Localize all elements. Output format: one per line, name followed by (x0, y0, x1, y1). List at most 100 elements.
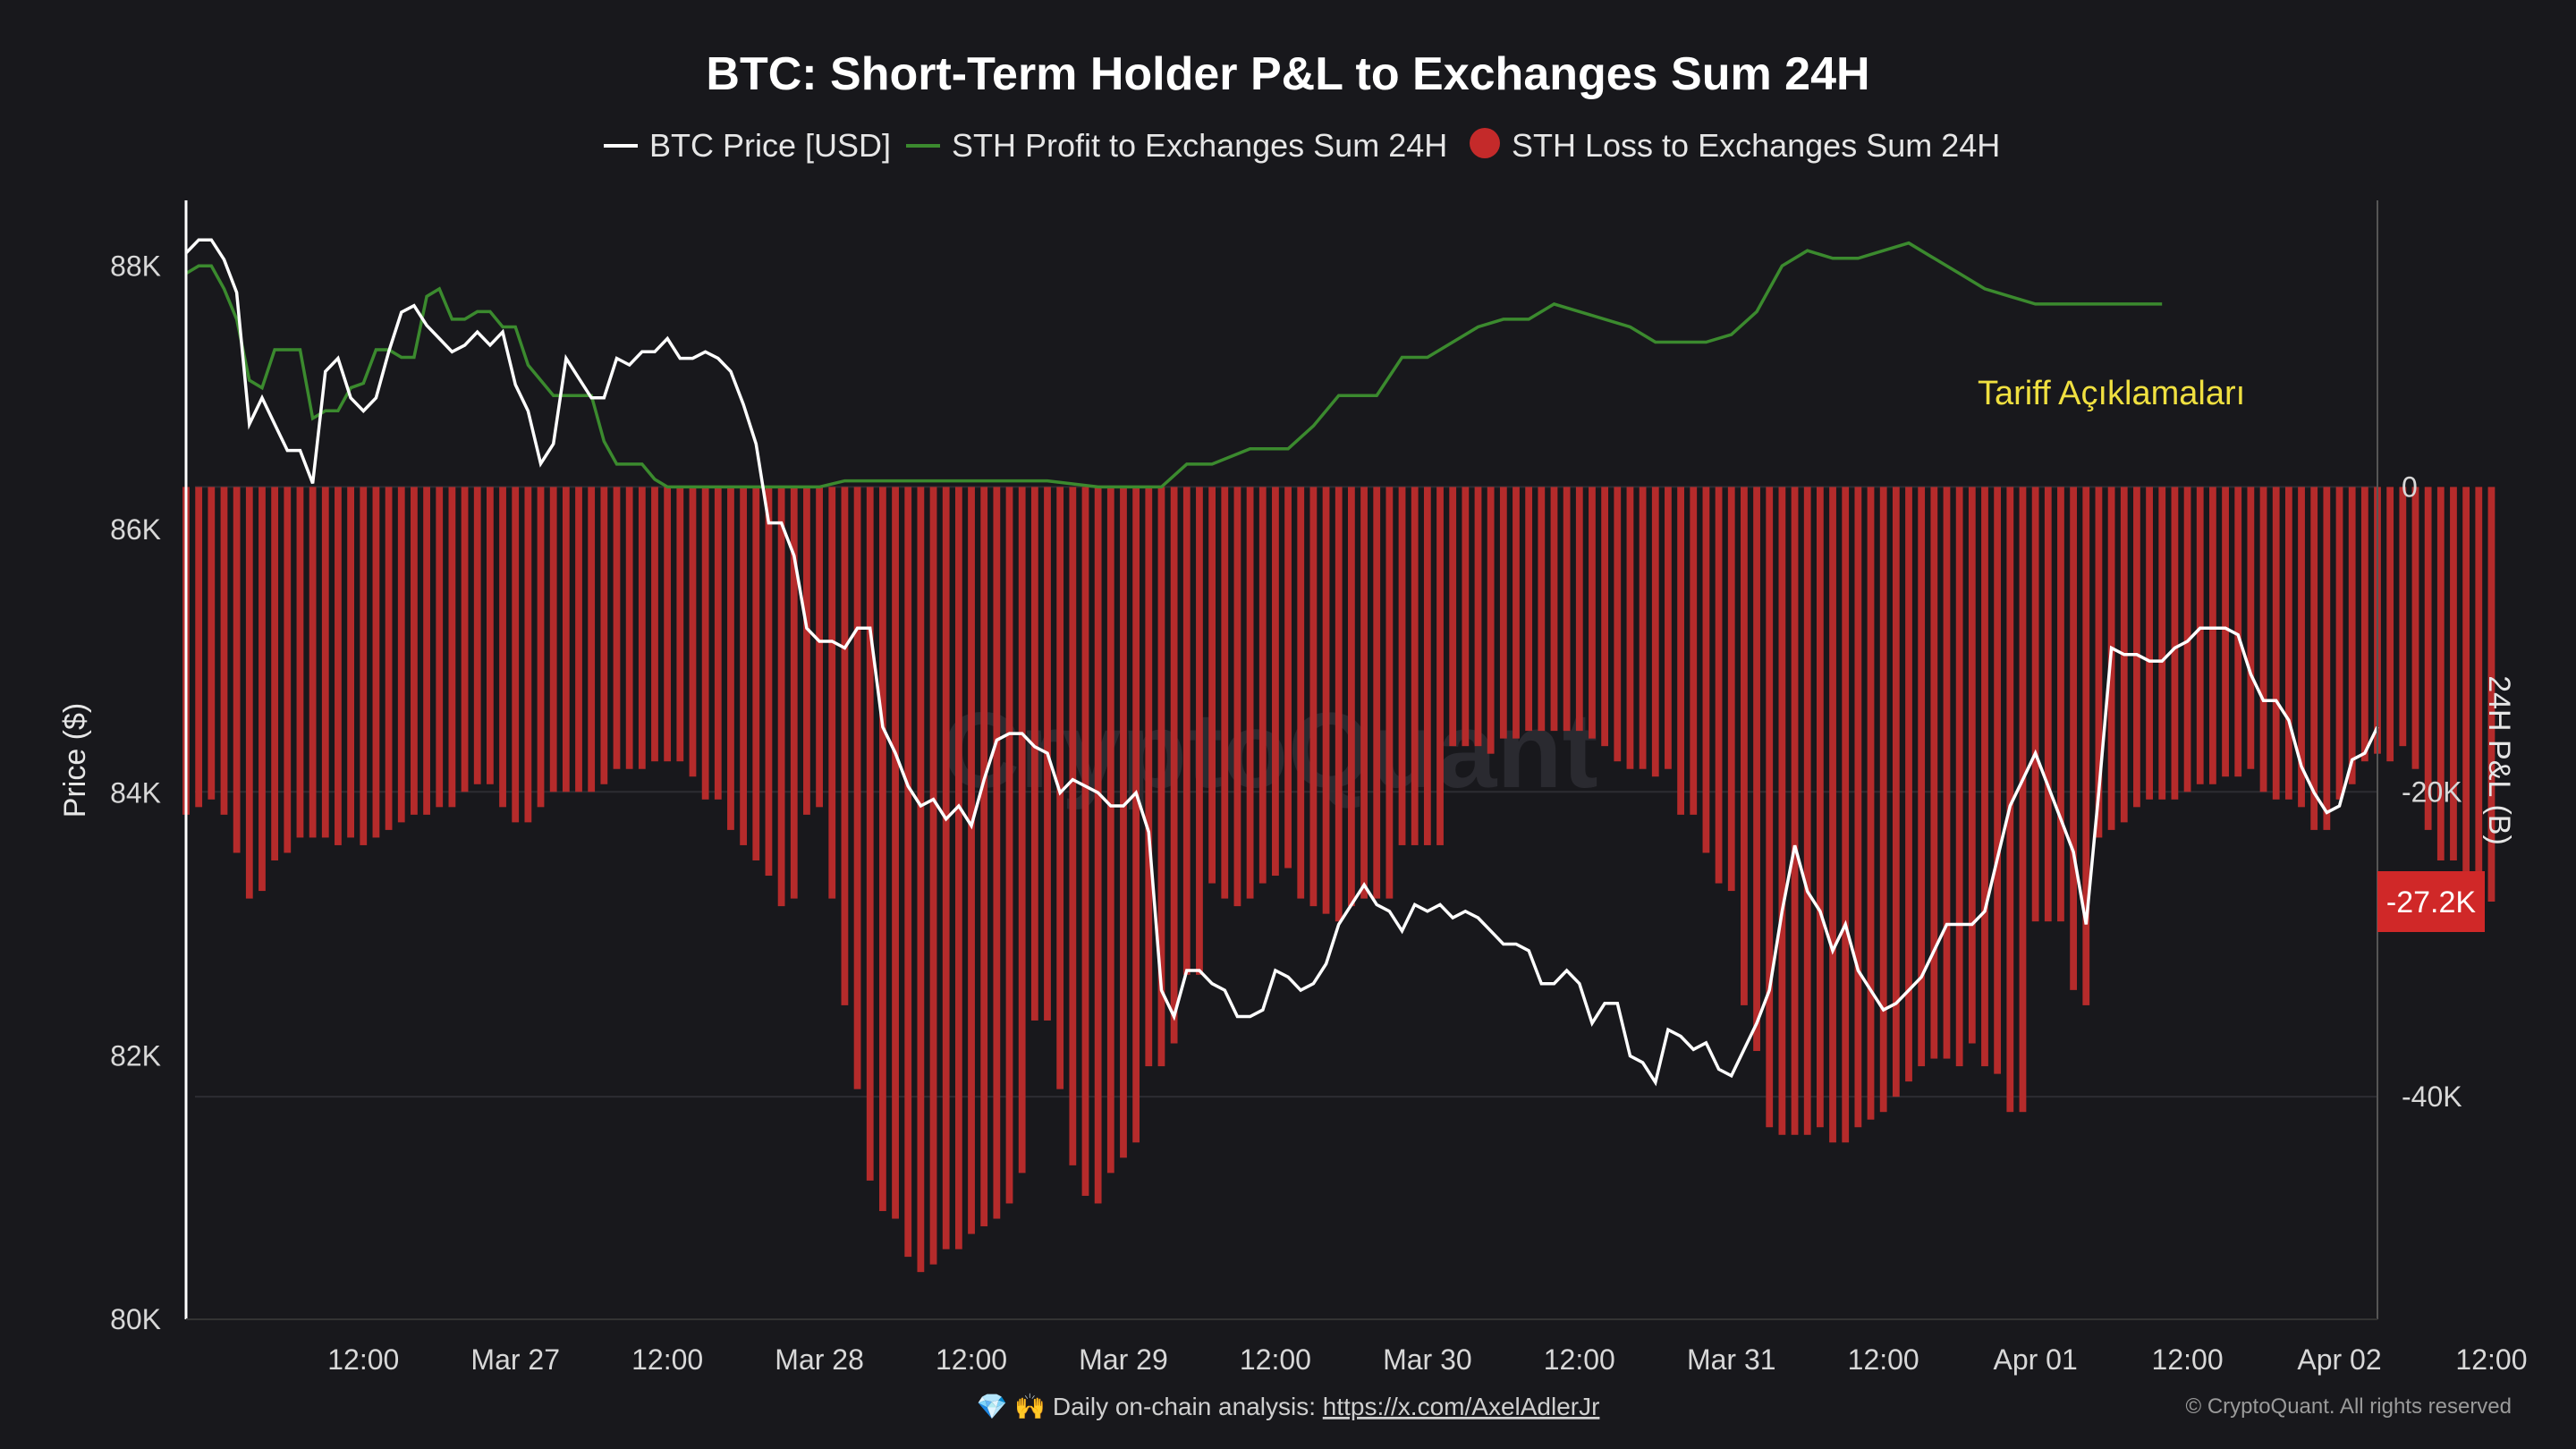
legend: BTC Price [USD] STH Profit to Exchanges … (604, 127, 2000, 164)
footer-link[interactable]: https://x.com/AxelAdlerJr (1323, 1393, 1600, 1420)
loss-bar (980, 487, 988, 1227)
annotation-tariff: Tariff Açıklamaları (1978, 375, 2245, 412)
loss-bar (2310, 487, 2318, 830)
loss-bar (1842, 487, 1850, 1143)
loss-bar (2222, 487, 2229, 777)
loss-bar (1335, 487, 1343, 922)
loss-bar (2095, 487, 2103, 838)
loss-bar (777, 487, 785, 907)
loss-bar (879, 487, 886, 1211)
loss-bar (2057, 487, 2064, 922)
loss-bar (2436, 487, 2445, 860)
loss-bar (1930, 487, 1938, 1059)
last-value-badge-text: -27.2K (2386, 886, 2476, 919)
footer-text: 💎 🙌 Daily on-chain analysis: https://x.c… (977, 1393, 1600, 1420)
legend-label-loss: STH Loss to Exchanges Sum 24H (1512, 127, 2000, 164)
loss-bar (1297, 487, 1305, 899)
loss-bar (651, 487, 658, 762)
legend-item-price[interactable]: BTC Price [USD] (604, 127, 891, 164)
loss-bar (2475, 487, 2483, 907)
loss-bar (1132, 487, 1140, 1143)
loss-bar (2146, 487, 2153, 800)
loss-bar (1829, 487, 1836, 1143)
loss-bar (1690, 487, 1698, 815)
loss-bar (524, 487, 532, 823)
x-tick-label: Apr 01 (1993, 1343, 2077, 1376)
loss-bar (1741, 487, 1748, 1005)
loss-bar (1943, 487, 1951, 1059)
loss-bar (1005, 487, 1013, 1204)
loss-bar (613, 487, 621, 769)
left-tick-label: 82K (110, 1040, 161, 1072)
loss-bar (1994, 487, 2002, 1074)
x-tick-label: Mar 31 (1687, 1343, 1776, 1376)
loss-bar (1575, 487, 1583, 732)
x-tick-label: Mar 27 (470, 1343, 560, 1376)
loss-bar (816, 487, 823, 808)
loss-bar (220, 487, 228, 815)
loss-bar (360, 487, 368, 845)
loss-bar (2348, 487, 2356, 784)
loss-bar (1436, 487, 1444, 845)
loss-bar (1208, 487, 1216, 884)
loss-bar (1182, 487, 1191, 975)
loss-bar (271, 487, 279, 860)
left-tick-label: 84K (110, 776, 161, 809)
legend-label-profit: STH Profit to Exchanges Sum 24H (952, 127, 1447, 164)
loss-bar (1651, 487, 1659, 777)
loss-bar (2234, 487, 2242, 777)
loss-bar (397, 487, 405, 823)
loss-bar (803, 487, 810, 815)
loss-bar (752, 487, 760, 860)
loss-bar (2335, 487, 2343, 800)
loss-bar (1677, 487, 1684, 815)
loss-bar (1955, 487, 1963, 1067)
x-tick-label: 12:00 (2455, 1343, 2527, 1376)
loss-bar (1803, 487, 1811, 1135)
right-axis-title: 24H P&L (B) (2482, 675, 2516, 845)
loss-bar (537, 487, 545, 808)
loss-bar (765, 487, 773, 877)
loss-bar (2424, 487, 2432, 830)
loss-bar (1322, 487, 1330, 914)
loss-bar (828, 487, 836, 899)
loss-bar (2158, 487, 2166, 800)
loss-bar (512, 487, 520, 823)
loss-bar (347, 487, 354, 838)
right-axis-ticks: 0 -20K -40K (2402, 470, 2462, 1113)
loss-bar (245, 487, 253, 899)
loss-bar (917, 487, 925, 1273)
loss-bar (929, 487, 937, 1265)
legend-item-profit[interactable]: STH Profit to Exchanges Sum 24H (906, 127, 1447, 164)
loss-bar (321, 487, 329, 838)
loss-bar (1145, 487, 1153, 1067)
loss-bar (2019, 487, 2027, 1113)
loss-bar (1525, 487, 1533, 732)
loss-bar (1778, 487, 1786, 1135)
loss-bar (296, 487, 304, 838)
loss-bar (664, 487, 672, 762)
loss-bar (2272, 487, 2280, 800)
loss-bar (1968, 487, 1976, 1044)
loss-bar (486, 487, 494, 784)
loss-bar (1284, 487, 1292, 869)
loss-bar (1069, 487, 1077, 1165)
loss-bar (1499, 487, 1507, 739)
loss-bar (1614, 487, 1622, 762)
left-axis-ticks: 80K 82K 84K 86K 88K (110, 250, 161, 1335)
loss-bar (689, 487, 697, 777)
loss-bar (1094, 487, 1102, 1204)
loss-bar (1196, 487, 1203, 975)
loss-bar (1233, 487, 1241, 907)
loss-bar (1106, 487, 1114, 1174)
legend-item-loss[interactable]: STH Loss to Exchanges Sum 24H (1470, 127, 2000, 164)
x-tick-label: 12:00 (936, 1343, 1007, 1376)
x-tick-label: Mar 29 (1079, 1343, 1168, 1376)
loss-bar (1601, 487, 1609, 747)
loss-bar (2259, 487, 2267, 792)
loss-bar (2323, 487, 2331, 830)
loss-bar (1727, 487, 1735, 892)
loss-bar (309, 487, 317, 838)
loss-bar (1157, 487, 1165, 1067)
loss-bar (1246, 487, 1254, 899)
